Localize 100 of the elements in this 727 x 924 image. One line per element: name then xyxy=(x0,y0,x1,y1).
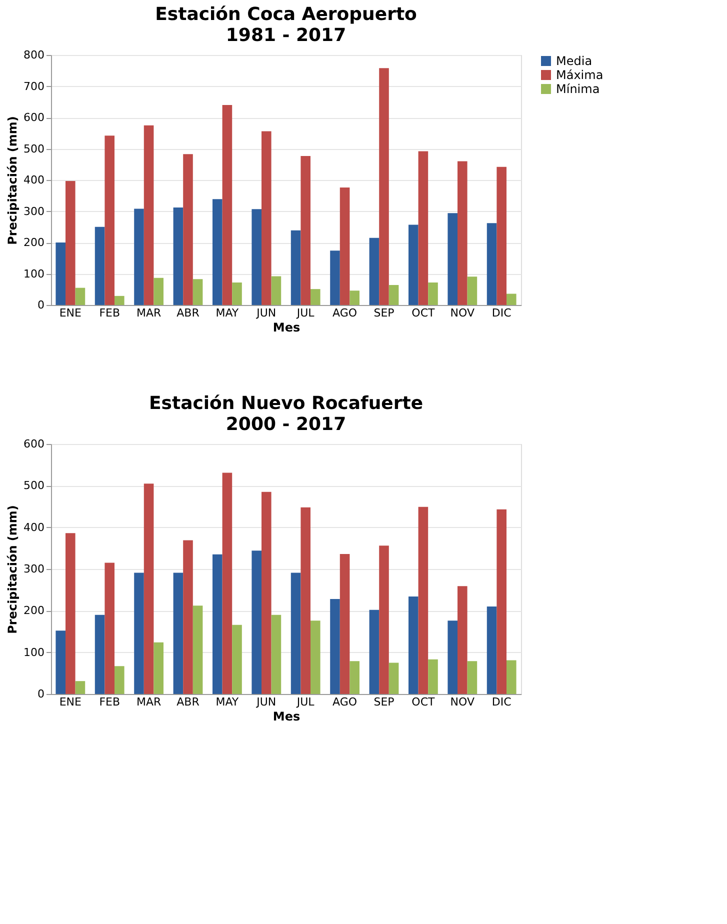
bar xyxy=(192,279,203,305)
bar xyxy=(310,620,320,694)
bar xyxy=(418,506,428,694)
chart-title: Estación Nuevo Rocafuerte xyxy=(148,393,424,414)
bar xyxy=(506,660,516,694)
y-tick-label: 600 xyxy=(24,438,44,450)
bar xyxy=(350,290,360,305)
bar xyxy=(350,661,360,694)
y-tick-label: 600 xyxy=(24,111,44,124)
bar xyxy=(340,554,350,694)
x-tick-label: JUL xyxy=(296,696,316,708)
legend-label: Media xyxy=(556,54,592,68)
bar xyxy=(369,238,380,305)
legend-label: Máxima xyxy=(556,68,604,82)
bar xyxy=(173,572,184,694)
bar xyxy=(379,546,389,694)
bar xyxy=(262,131,272,305)
y-tick-label: 400 xyxy=(24,174,44,186)
bar xyxy=(271,614,282,694)
bar xyxy=(496,166,506,305)
x-tick-label: JUL xyxy=(296,306,316,320)
x-tick-label: ABR xyxy=(176,306,200,320)
x-tick-label: MAR xyxy=(136,696,162,708)
bar xyxy=(144,484,154,694)
bar xyxy=(222,105,232,305)
bar xyxy=(428,659,438,694)
x-tick-label: OCT xyxy=(412,696,436,708)
y-tick-label: 100 xyxy=(24,267,44,280)
x-tick-label: ENE xyxy=(59,696,82,708)
bar xyxy=(290,230,301,305)
bar xyxy=(75,681,86,694)
x-tick-label: FEB xyxy=(99,696,120,708)
chart-title: Estación Coca Aeropuerto xyxy=(155,4,417,25)
y-tick-label: 0 xyxy=(38,688,44,700)
x-tick-label: MAR xyxy=(136,306,162,320)
bar xyxy=(388,662,399,694)
bar xyxy=(290,572,301,694)
bar xyxy=(94,226,105,305)
bar xyxy=(222,472,232,694)
bar xyxy=(388,285,399,305)
bar xyxy=(94,614,105,694)
bar xyxy=(252,209,262,305)
bar xyxy=(330,250,340,305)
bar xyxy=(408,596,418,694)
x-tick-label: AGO xyxy=(332,696,358,708)
bar xyxy=(457,161,468,305)
x-tick-label: AGO xyxy=(332,306,358,320)
bar xyxy=(66,180,76,305)
bar xyxy=(183,540,193,694)
bar xyxy=(467,276,478,305)
bar xyxy=(369,610,380,694)
y-tick-label: 100 xyxy=(24,646,44,659)
bar xyxy=(496,509,506,694)
bar xyxy=(114,296,124,305)
bar xyxy=(340,188,350,305)
bar xyxy=(486,223,497,305)
bar xyxy=(212,199,222,305)
y-tick-label: 200 xyxy=(24,236,44,249)
bar xyxy=(154,278,164,305)
bar xyxy=(271,276,282,305)
y-tick-label: 300 xyxy=(24,204,44,218)
bar xyxy=(56,630,66,694)
x-tick-label: MAY xyxy=(216,306,239,320)
bar xyxy=(300,156,310,305)
bar xyxy=(408,224,418,305)
bar xyxy=(379,68,389,305)
bar xyxy=(300,507,310,694)
y-tick-label: 800 xyxy=(24,48,44,62)
bar xyxy=(262,492,272,694)
y-tick-label: 300 xyxy=(24,562,44,576)
bar xyxy=(75,288,86,305)
bar xyxy=(232,624,242,694)
bar xyxy=(66,533,76,694)
bar xyxy=(486,606,497,694)
bar xyxy=(104,562,115,694)
bar xyxy=(467,661,478,694)
bar xyxy=(457,586,468,694)
chart-subtitle: 1981 - 2017 xyxy=(226,25,346,46)
y-axis-title: Precipitación (mm) xyxy=(6,116,20,245)
bar xyxy=(192,606,203,694)
bar xyxy=(310,289,320,305)
bar xyxy=(418,151,428,305)
x-tick-label: JUN xyxy=(256,306,276,320)
y-axis-title: Precipitación (mm) xyxy=(6,505,20,634)
x-tick-label: NOV xyxy=(450,306,475,320)
bar xyxy=(212,554,222,694)
y-tick-label: 400 xyxy=(24,520,44,534)
bar xyxy=(330,599,340,694)
bar xyxy=(114,666,124,694)
x-tick-label: SEP xyxy=(374,306,395,320)
bar xyxy=(134,208,144,305)
bar xyxy=(56,242,66,305)
legend-label: Mínima xyxy=(556,82,600,96)
y-tick-label: 0 xyxy=(38,298,44,312)
bar xyxy=(448,213,458,305)
x-tick-label: JUN xyxy=(256,696,276,708)
bar xyxy=(428,282,438,305)
bar xyxy=(232,282,242,305)
x-tick-label: FEB xyxy=(99,306,120,320)
x-tick-label: SEP xyxy=(374,696,395,708)
